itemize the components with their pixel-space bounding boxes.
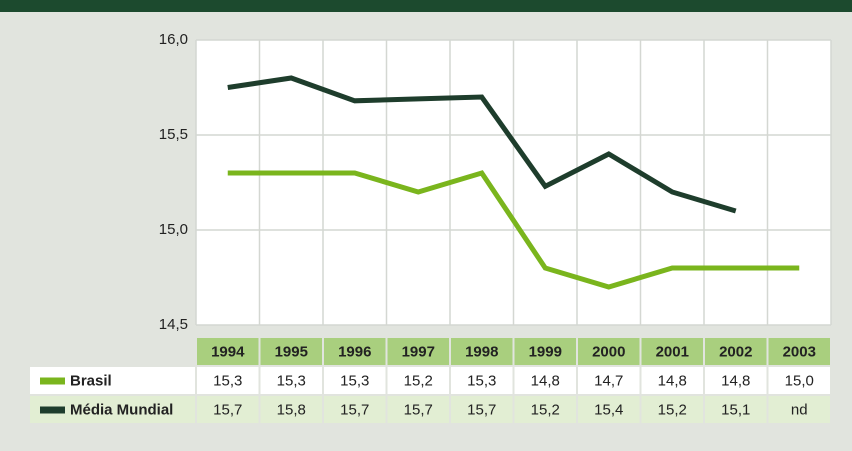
header-cell — [705, 338, 767, 365]
header-cell — [768, 338, 830, 365]
x-tick-label: 1997 — [402, 343, 435, 360]
table-value: 15,2 — [404, 372, 433, 389]
x-tick-label: 1998 — [465, 343, 498, 360]
x-tick-label: 2002 — [719, 343, 752, 360]
top-bar — [0, 0, 852, 12]
y-tick-label: 14,5 — [159, 316, 188, 333]
table-cell — [641, 367, 703, 394]
table-value: 15,8 — [277, 401, 306, 418]
y-tick-label: 15,0 — [159, 221, 188, 238]
table-value: 14,8 — [658, 372, 687, 389]
table-value: 15,7 — [213, 401, 242, 418]
table-cell — [387, 396, 449, 423]
table-cell — [578, 396, 640, 423]
header-cell — [578, 338, 640, 365]
y-tick-label: 15,5 — [159, 126, 188, 143]
x-tick-label: 2000 — [592, 343, 625, 360]
header-cell — [641, 338, 703, 365]
table-cell — [768, 367, 830, 394]
table-value: nd — [791, 401, 808, 418]
table-value: 14,8 — [531, 372, 560, 389]
table-value: 15,3 — [467, 372, 496, 389]
table-cell — [324, 396, 386, 423]
legend-label: Média Mundial — [70, 401, 173, 418]
y-tick-label: 16,0 — [159, 31, 188, 48]
table-cell — [641, 396, 703, 423]
table-value: 15,2 — [658, 401, 687, 418]
header-cell — [387, 338, 449, 365]
x-tick-label: 2003 — [783, 343, 816, 360]
table-value: 15,3 — [277, 372, 306, 389]
table-value: 15,7 — [467, 401, 496, 418]
legend-swatch — [40, 377, 65, 385]
table-value: 15,4 — [594, 401, 623, 418]
table-cell — [768, 396, 830, 423]
table-value: 15,7 — [340, 401, 369, 418]
x-tick-label: 1995 — [275, 343, 308, 360]
table-cell — [451, 367, 513, 394]
legend-swatch — [40, 406, 65, 414]
legend-label: Brasil — [70, 372, 112, 389]
table-cell — [260, 367, 322, 394]
header-cell — [260, 338, 322, 365]
table-value: 15,3 — [213, 372, 242, 389]
table-value: 15,1 — [721, 401, 750, 418]
table-cell — [705, 396, 767, 423]
table-cell — [705, 367, 767, 394]
table-cell — [387, 367, 449, 394]
x-tick-label: 2001 — [656, 343, 689, 360]
table-value: 14,7 — [594, 372, 623, 389]
table-cell — [260, 396, 322, 423]
table-value: 15,2 — [531, 401, 560, 418]
table-cell — [451, 396, 513, 423]
series-line — [227, 170, 800, 290]
header-cell — [197, 338, 259, 365]
x-tick-label: 1996 — [338, 343, 371, 360]
header-cell — [451, 338, 513, 365]
table-cell — [514, 367, 576, 394]
x-tick-label: 1999 — [529, 343, 562, 360]
series-line — [227, 75, 737, 214]
x-tick-label: 1994 — [211, 343, 245, 360]
header-cell — [514, 338, 576, 365]
table-cell — [197, 396, 259, 423]
table-cell — [514, 396, 576, 423]
table-cell — [324, 367, 386, 394]
table-cell — [197, 367, 259, 394]
table-value: 15,7 — [404, 401, 433, 418]
table-value: 15,0 — [785, 372, 814, 389]
table-cell — [578, 367, 640, 394]
table-value: 15,3 — [340, 372, 369, 389]
header-cell — [324, 338, 386, 365]
table-value: 14,8 — [721, 372, 750, 389]
